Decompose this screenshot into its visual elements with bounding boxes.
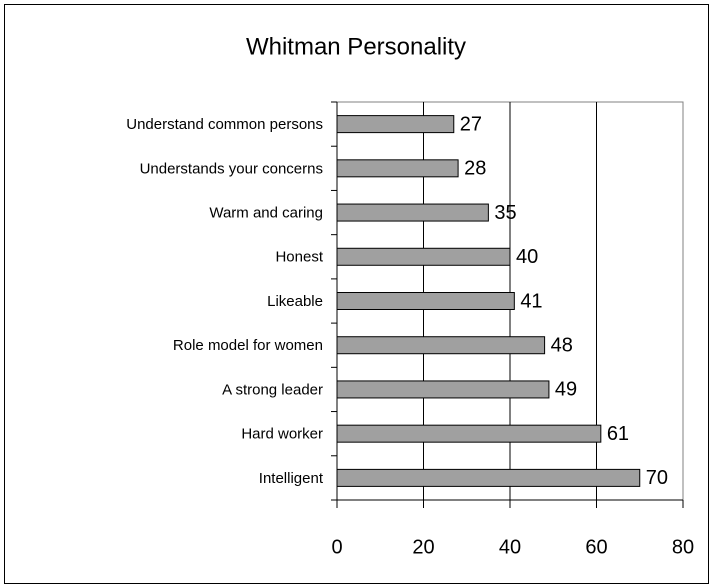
y-tick-label: Intelligent bbox=[259, 470, 324, 487]
bar bbox=[336, 336, 546, 355]
data-label: 27 bbox=[460, 113, 482, 135]
y-tick-label: Honest bbox=[275, 249, 323, 266]
data-label: 49 bbox=[555, 379, 577, 401]
x-tick-label: 20 bbox=[412, 536, 434, 558]
x-tick-label: 0 bbox=[331, 536, 342, 558]
data-label: 61 bbox=[607, 423, 629, 445]
y-tick-label: Hard worker bbox=[241, 426, 323, 443]
data-label: 28 bbox=[464, 158, 486, 180]
y-tick-label: Warm and caring bbox=[209, 205, 323, 222]
data-label: 70 bbox=[646, 467, 668, 489]
x-tick-label: 40 bbox=[499, 536, 521, 558]
bar bbox=[336, 203, 489, 222]
y-tick-label: Role model for women bbox=[173, 337, 323, 354]
x-tick-label: 80 bbox=[672, 536, 694, 558]
y-tick-label: Understand common persons bbox=[126, 116, 323, 133]
y-tick-label: A strong leader bbox=[222, 381, 323, 398]
y-tick-label: Understands your concerns bbox=[140, 160, 323, 177]
bar bbox=[336, 424, 602, 443]
data-label: 48 bbox=[551, 335, 573, 357]
bar bbox=[336, 292, 515, 310]
x-tick-label: 60 bbox=[585, 536, 607, 558]
bar bbox=[336, 159, 459, 178]
bar bbox=[336, 115, 455, 134]
data-label: 40 bbox=[516, 246, 538, 268]
chart-title: Whitman Personality bbox=[246, 33, 466, 60]
bar bbox=[336, 380, 550, 399]
y-tick-label: Likeable bbox=[267, 293, 323, 310]
data-label: 35 bbox=[494, 202, 516, 224]
bar bbox=[336, 468, 641, 487]
bar bbox=[336, 247, 511, 266]
data-label: 41 bbox=[520, 290, 542, 312]
